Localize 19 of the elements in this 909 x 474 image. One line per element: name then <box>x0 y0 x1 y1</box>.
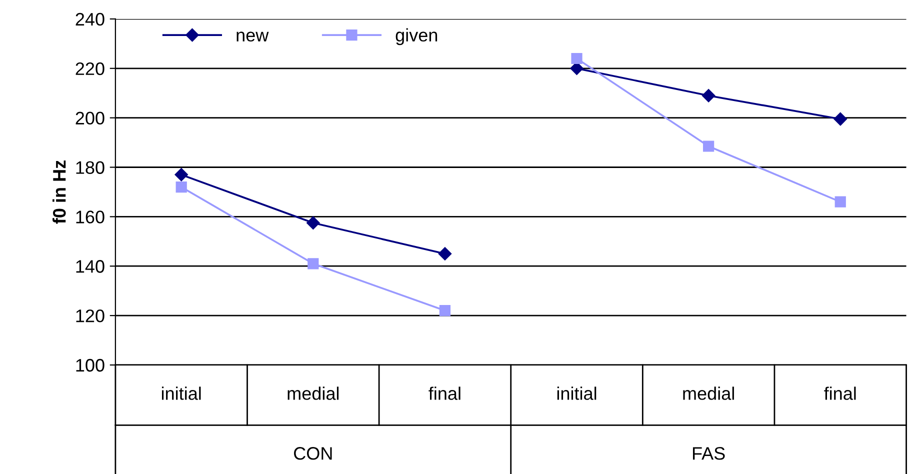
x-tick-label: medial <box>683 386 734 400</box>
y-tick-label: 240 <box>76 12 104 26</box>
y-tick-label: 160 <box>76 210 104 224</box>
legend-label: new <box>236 32 269 42</box>
x-tick-label: final <box>824 386 856 400</box>
x-tick-label: medial <box>288 386 339 400</box>
legend-label: given <box>396 28 438 46</box>
y-axis-title: f0 in Hz <box>52 160 66 224</box>
x-tick-label: initial <box>162 386 201 400</box>
y-tick-label: 120 <box>76 309 104 322</box>
y-tick-label: 140 <box>76 260 104 273</box>
text: CON <box>294 447 332 460</box>
y-tick-label: 200 <box>76 112 104 125</box>
text: FAS <box>692 447 725 460</box>
x-tick-label: initial <box>557 386 596 400</box>
y-tick-label: 100 <box>76 358 104 372</box>
y-tick-label: 220 <box>76 62 104 76</box>
x-tick-label: final <box>428 386 460 400</box>
y-tick-label: 180 <box>76 161 104 174</box>
